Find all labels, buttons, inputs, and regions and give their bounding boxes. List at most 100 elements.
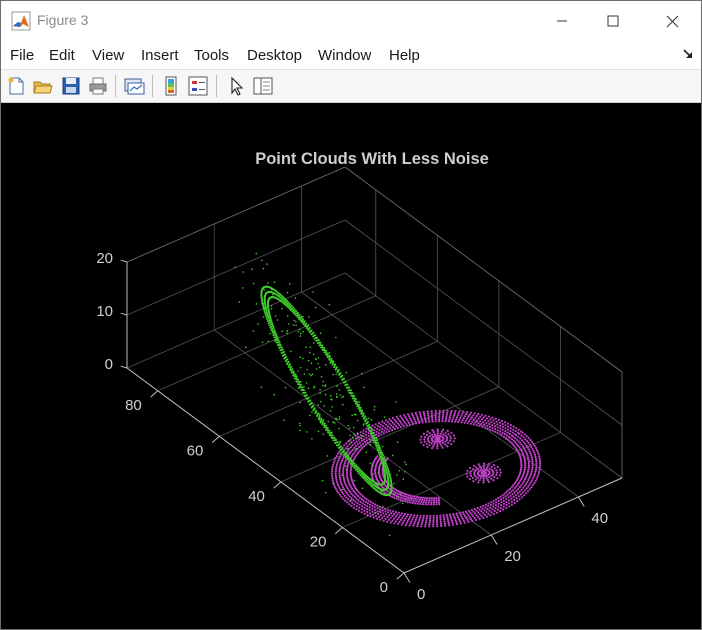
face-cloud-point: [442, 413, 445, 416]
face-cloud-point: [414, 518, 417, 521]
face-cloud-point: [422, 503, 425, 506]
face-cloud-point: [481, 425, 484, 428]
link-plot-icon[interactable]: [123, 75, 145, 97]
face-cloud-point: [480, 422, 483, 426]
face-cloud-point: [370, 466, 373, 469]
face-cloud-point: [512, 488, 515, 491]
insert-legend-icon[interactable]: [187, 75, 209, 97]
open-file-icon[interactable]: [32, 75, 54, 97]
face-cloud-point: [374, 423, 377, 426]
ring-cloud-point: [326, 352, 329, 355]
grid-line: [157, 295, 376, 392]
ring-cloud-point: [357, 403, 361, 406]
face-cloud-point: [486, 478, 489, 482]
face-cloud-point: [502, 499, 505, 502]
face-cloud-point: [462, 519, 465, 522]
figure-canvas[interactable]: Point Clouds With Less Noise 0 20 40 0 20 40 6…: [1, 103, 701, 629]
face-cloud-point: [412, 516, 415, 519]
face-cloud-point: [335, 478, 338, 481]
face-cloud-point: [538, 468, 541, 471]
face-cloud-point: [409, 494, 412, 497]
face-cloud-point: [520, 443, 523, 446]
face-cloud-point: [432, 445, 435, 448]
pointer-icon[interactable]: [225, 75, 247, 97]
face-cloud-point: [434, 411, 437, 415]
face-cloud-point: [333, 459, 336, 462]
face-cloud-point: [436, 434, 439, 437]
ring-cloud-point: [316, 339, 318, 342]
face-cloud-point: [539, 464, 542, 467]
face-cloud-point: [503, 492, 506, 495]
face-cloud-point: [342, 472, 345, 475]
ring-cloud-point: [265, 310, 268, 313]
maximize-button[interactable]: [590, 1, 636, 41]
ring-cloud-point: [377, 471, 380, 474]
face-cloud-point: [510, 503, 513, 506]
ring-cloud-point: [272, 293, 274, 296]
face-cloud-point: [442, 516, 445, 519]
ring-cloud-point: [304, 391, 307, 394]
insert-colorbar-icon[interactable]: [160, 75, 182, 97]
face-cloud-point: [385, 513, 388, 516]
plot-area[interactable]: Point Clouds With Less Noise 02040020406…: [1, 103, 701, 629]
face-cloud-point: [414, 411, 417, 414]
face-cloud-point: [522, 474, 525, 477]
face-cloud-point: [425, 501, 428, 504]
ring-cloud-point: [387, 470, 390, 473]
face-cloud-point: [519, 468, 523, 471]
menu-edit[interactable]: Edit: [49, 47, 75, 64]
face-cloud-point: [482, 516, 485, 519]
close-button[interactable]: [649, 1, 695, 41]
minimize-button[interactable]: [539, 1, 585, 41]
property-editor-icon[interactable]: [252, 75, 274, 97]
face-cloud-point: [400, 512, 403, 515]
menu-desktop[interactable]: Desktop: [247, 47, 303, 64]
face-cloud-point: [522, 436, 525, 439]
ring-cloud-point: [360, 412, 363, 415]
ring-cloud-point: [374, 511, 377, 514]
face-cloud-point: [531, 464, 534, 467]
menu-tools[interactable]: Tools: [194, 47, 230, 64]
face-cloud-point: [444, 417, 448, 421]
menu-insert[interactable]: Insert: [141, 47, 179, 64]
face-cloud-point: [393, 496, 396, 499]
face-cloud-point: [507, 499, 511, 502]
ring-cloud-point: [305, 327, 308, 330]
face-cloud-point: [349, 446, 352, 449]
face-cloud-point: [348, 452, 351, 455]
menu-file[interactable]: File: [10, 47, 35, 64]
ring-cloud-point: [315, 409, 318, 412]
ring-cloud-point: [333, 436, 336, 439]
ring-cloud-point: [347, 424, 350, 427]
face-cloud-point: [492, 502, 495, 505]
face-cloud-point: [352, 482, 355, 485]
face-cloud-point: [335, 476, 338, 479]
face-cloud-point: [483, 513, 487, 516]
face-cloud-point: [443, 522, 446, 525]
face-cloud-point: [434, 409, 437, 412]
ring-cloud-point: [286, 358, 289, 361]
menu-window[interactable]: Window: [318, 47, 372, 64]
save-icon[interactable]: [60, 75, 82, 97]
menu-view[interactable]: View: [92, 47, 125, 64]
face-cloud-point: [525, 435, 528, 438]
face-cloud-point: [341, 457, 344, 460]
face-cloud-point: [424, 418, 427, 422]
grid-line: [344, 272, 623, 479]
face-cloud-point: [420, 500, 423, 503]
face-cloud-point: [432, 516, 435, 520]
face-cloud-point: [509, 427, 512, 430]
print-icon[interactable]: [87, 75, 109, 97]
face-cloud-point: [479, 505, 482, 508]
dock-figure-icon[interactable]: [683, 49, 693, 59]
face-cloud-point: [369, 503, 372, 506]
new-figure-icon[interactable]: [5, 75, 27, 97]
y-tick-label: 60: [187, 442, 204, 459]
face-cloud-point: [346, 487, 349, 490]
ring-cloud-point: [299, 383, 302, 386]
face-cloud-point: [381, 427, 384, 431]
ring-cloud-point: [291, 310, 294, 313]
menu-help[interactable]: Help: [389, 47, 420, 64]
face-cloud-point: [413, 520, 417, 523]
face-cloud-point: [404, 500, 407, 503]
